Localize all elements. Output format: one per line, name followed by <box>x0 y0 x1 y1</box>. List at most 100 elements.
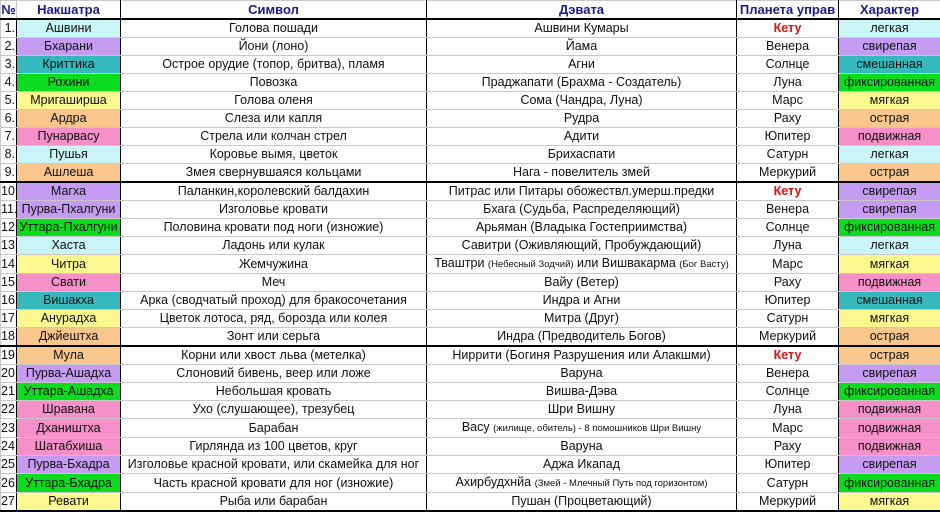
symbol-cell: Жемчужина <box>121 255 427 274</box>
symbol-cell: Барабан <box>121 419 427 438</box>
deva-cell: Праджапати (Брахма - Создатель) <box>427 74 737 92</box>
deva-text: Аджа Икапад <box>543 457 620 471</box>
row-number: 25. <box>1 456 17 474</box>
deva-text: Васу <box>462 420 493 434</box>
character-cell: легкая <box>839 237 940 255</box>
deva-cell: Индра и Агни <box>427 292 737 310</box>
character-cell: подвижная <box>839 128 940 146</box>
deva-text: Варуна <box>560 439 602 453</box>
character-cell: мягкая <box>839 493 940 512</box>
planet-cell: Сатурн <box>737 474 839 493</box>
row-number: 24. <box>1 438 17 456</box>
deva-text: Сома (Чандра, Луна) <box>520 93 642 107</box>
deva-text: Митра (Друг) <box>544 311 619 325</box>
row-number: 6. <box>1 110 17 128</box>
deva-cell: Агни <box>427 56 737 74</box>
row-number: 27. <box>1 493 17 512</box>
deva-cell: Савитри (Оживляющий, Пробуждающий) <box>427 237 737 255</box>
deva-text: Арьяман (Владыка Гостеприимства) <box>476 220 687 234</box>
character-cell: мягкая <box>839 255 940 274</box>
character-cell: свирепая <box>839 201 940 219</box>
character-cell: острая <box>839 110 940 128</box>
deva-text: Шри Вишну <box>548 402 615 416</box>
character-cell: подвижная <box>839 419 940 438</box>
deva-text: Варуна <box>560 366 602 380</box>
deva-cell: Ниррити (Богиня Разрушения или Алакшми) <box>427 346 737 365</box>
planet-cell: Солнце <box>737 383 839 401</box>
character-cell: подвижная <box>839 274 940 292</box>
row-number: 26. <box>1 474 17 493</box>
symbol-cell: Голова оленя <box>121 92 427 110</box>
row-number: 13. <box>1 237 17 255</box>
character-cell: легкая <box>839 146 940 164</box>
header-row: № Накшатра Символ Дэвата Планета управ Х… <box>1 1 940 20</box>
nakshatra-name: Читра <box>17 255 121 274</box>
deva-text: Ниррити (Богиня Разрушения или Алакшми) <box>452 348 710 362</box>
planet-cell: Раху <box>737 110 839 128</box>
planet-cell: Марс <box>737 255 839 274</box>
symbol-cell: Арка (сводчатый проход) для бракосочетан… <box>121 292 427 310</box>
planet-cell: Солнце <box>737 56 839 74</box>
deva-text: (Змей - Млечный Путь под горизонтом) <box>535 478 708 489</box>
character-cell: смешанная <box>839 56 940 74</box>
nakshatra-name: Мула <box>17 346 121 365</box>
row-number: 17. <box>1 310 17 328</box>
symbol-cell: Корни или хвост льва (метелка) <box>121 346 427 365</box>
header-num: № <box>1 1 17 20</box>
character-cell: легкая <box>839 19 940 38</box>
deva-cell: Вайу (Ветер) <box>427 274 737 292</box>
nakshatra-name: Уттара-Ашадха <box>17 383 121 401</box>
deva-cell: Митра (Друг) <box>427 310 737 328</box>
symbol-cell: Коровье вымя, цветок <box>121 146 427 164</box>
planet-cell: Меркурий <box>737 328 839 347</box>
deva-cell: Аджа Икапад <box>427 456 737 474</box>
character-cell: фиксированная <box>839 219 940 237</box>
header-planet: Планета управ <box>737 1 839 20</box>
row-number: 7. <box>1 128 17 146</box>
nakshatra-name: Пушья <box>17 146 121 164</box>
nakshatra-name: Ашвини <box>17 19 121 38</box>
symbol-cell: Гирлянда из 100 цветов, круг <box>121 438 427 456</box>
deva-text: Агни <box>568 57 595 71</box>
planet-cell: Луна <box>737 401 839 419</box>
planet-cell: Венера <box>737 201 839 219</box>
planet-cell: Меркурий <box>737 493 839 512</box>
row-number: 19. <box>1 346 17 365</box>
row-number: 2. <box>1 38 17 56</box>
row-number: 21. <box>1 383 17 401</box>
deva-cell: Пушан (Процветающий) <box>427 493 737 512</box>
deva-text: Бхага (Судьба, Распределяющий) <box>483 202 680 216</box>
character-cell: острая <box>839 328 940 347</box>
character-cell: фиксированная <box>839 383 940 401</box>
nakshatra-name: Пунарвасу <box>17 128 121 146</box>
row-number: 4. <box>1 74 17 92</box>
character-cell: мягкая <box>839 92 940 110</box>
deva-text: Йама <box>566 39 597 53</box>
deva-text: Нага - повелитель змей <box>513 165 650 179</box>
nakshatra-name: Ашлеша <box>17 164 121 183</box>
character-cell: свирепая <box>839 365 940 383</box>
nakshatra-name: Мригаширша <box>17 92 121 110</box>
nakshatra-name: Пурва-Ашадха <box>17 365 121 383</box>
nakshatra-name: Ревати <box>17 493 121 512</box>
deva-cell: Варуна <box>427 438 737 456</box>
row-number: 5. <box>1 92 17 110</box>
deva-text: (жилище, обитель) - 8 помошников Шри Виш… <box>493 423 701 434</box>
character-cell: свирепая <box>839 182 940 201</box>
row-number: 14. <box>1 255 17 274</box>
deva-text: Индра (Предводитель Богов) <box>497 329 666 343</box>
symbol-cell: Повозка <box>121 74 427 92</box>
